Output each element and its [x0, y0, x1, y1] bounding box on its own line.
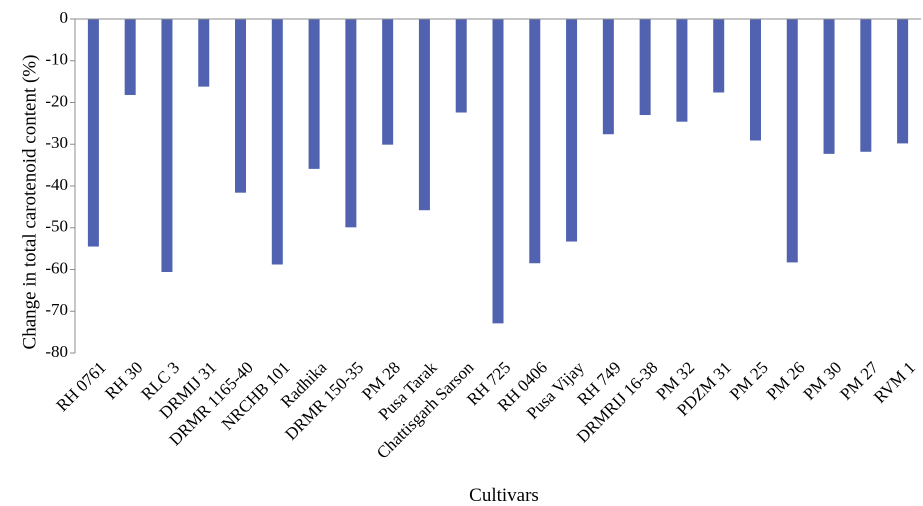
bar [455, 19, 467, 113]
bar [124, 19, 136, 95]
y-axis-title: Change in total carotenoid content (%) [19, 55, 40, 350]
bar [308, 19, 320, 169]
y-tick-label: -20 [45, 91, 68, 110]
bar [161, 19, 173, 272]
bar [271, 19, 283, 265]
x-tick-label: PM 25 [726, 358, 772, 404]
x-axis-title: Cultivars [469, 485, 539, 506]
bar [823, 19, 835, 154]
bar [492, 19, 504, 324]
bar [860, 19, 872, 152]
y-tick-label: -30 [45, 133, 68, 152]
bar [602, 19, 614, 135]
bar [786, 19, 798, 263]
bar [418, 19, 430, 211]
y-tick-label: -50 [45, 217, 68, 236]
y-tick-label: -80 [45, 342, 68, 361]
x-tick-label: PM 30 [800, 358, 846, 404]
bar [566, 19, 578, 242]
x-tick-label: RH 0761 [53, 358, 110, 415]
y-tick-label: -60 [45, 258, 68, 277]
x-tick-label: RH 30 [101, 358, 146, 403]
bar [639, 19, 651, 116]
x-tick-label: PM 26 [763, 358, 809, 404]
bar [676, 19, 688, 122]
y-tick-label: 0 [60, 8, 69, 27]
bar [382, 19, 394, 145]
y-tick-label: -40 [45, 175, 68, 194]
y-tick-label: -10 [45, 50, 68, 69]
bar [529, 19, 541, 264]
bars [87, 19, 909, 324]
bar [713, 19, 725, 93]
bar [198, 19, 210, 87]
bar [87, 19, 99, 247]
y-tick-label: -70 [45, 300, 68, 319]
x-tick-label: RVM 1 [870, 358, 919, 407]
y-axis: 0 -10 -20 -30 -40 -50 -60 -70 -80 [45, 8, 76, 361]
bar [897, 19, 909, 144]
bar [749, 19, 761, 141]
bar [345, 19, 357, 228]
bar [235, 19, 247, 193]
